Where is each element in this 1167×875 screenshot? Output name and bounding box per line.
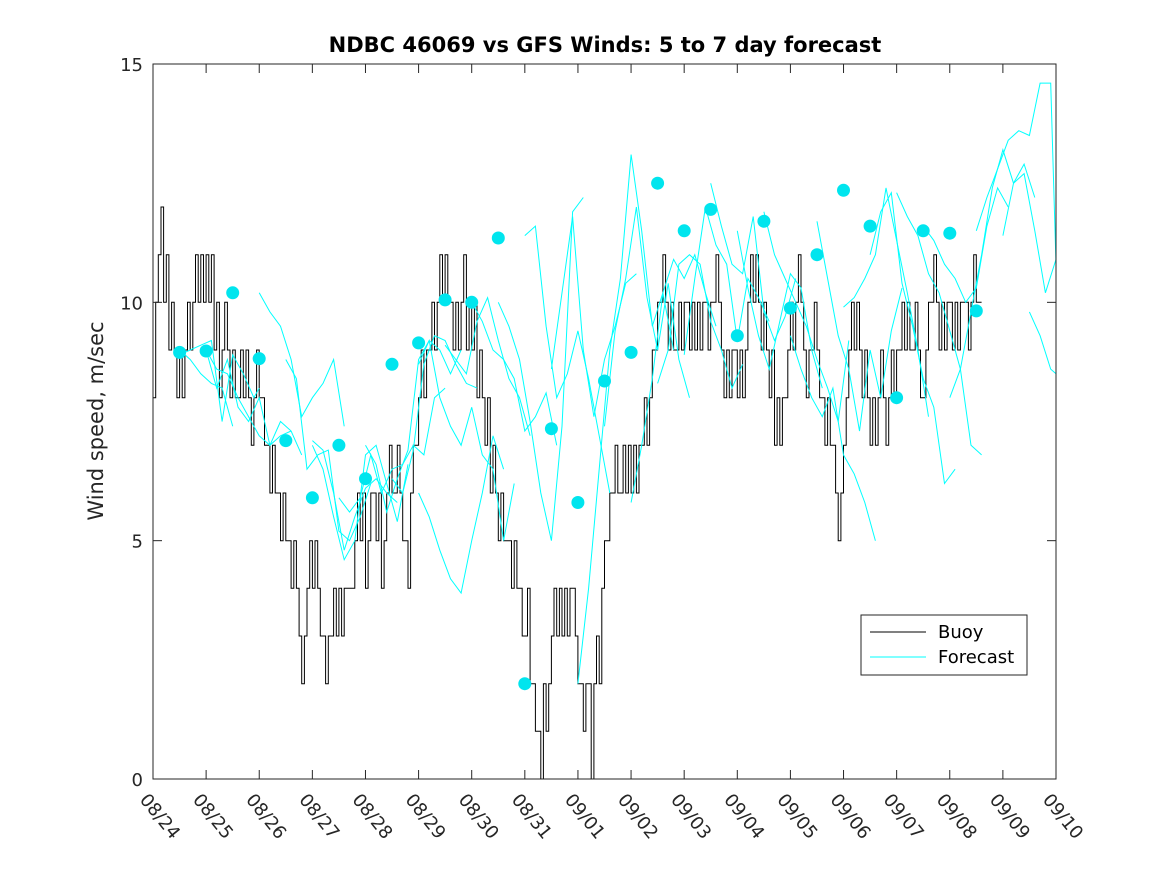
forecast-marker-29 (943, 226, 957, 240)
forecast-marker-13 (518, 677, 532, 691)
plot-area (153, 82, 1057, 780)
forecast-series-line-20 (630, 253, 717, 503)
forecast-series-line-4 (258, 292, 345, 427)
legend-buoy-label: Buoy (938, 622, 984, 643)
forecast-marker-8 (385, 357, 399, 371)
forecast-series-line-33 (975, 82, 1057, 265)
forecast-marker-25 (837, 183, 850, 197)
forecast-series-line-9 (365, 339, 462, 515)
forecast-marker-2 (226, 286, 240, 300)
forecast-marker-28 (916, 224, 930, 238)
forecast-marker-26 (863, 219, 877, 233)
forecast-series-line-3 (205, 349, 303, 456)
forecast-series-line-1 (179, 339, 260, 422)
legend-box (860, 614, 1028, 676)
forecast-series-line-25 (763, 211, 850, 422)
buoy-series-line (153, 206, 982, 780)
forecast-marker-1 (199, 344, 213, 358)
forecast-series-line-2 (205, 349, 292, 447)
forecast-series-line-29 (869, 191, 956, 485)
y-tick-label-2: 10 (120, 293, 143, 314)
forecast-series-line-12 (418, 338, 515, 541)
forecast-marker-19 (677, 224, 691, 238)
forecast-marker-9 (412, 336, 426, 350)
forecast-marker-11 (465, 295, 479, 309)
forecast-series-line-8 (338, 387, 446, 513)
forecast-marker-21 (730, 329, 744, 343)
forecast-series-line-14 (471, 302, 558, 446)
forecast-marker-15 (571, 496, 585, 509)
forecast-series-line-0 (179, 349, 234, 427)
forecast-series-line-18 (577, 154, 675, 684)
forecast-series-line-27 (816, 221, 903, 432)
legend-forecast-label: Forecast (938, 647, 1014, 668)
forecast-series-line-11 (418, 435, 505, 595)
forecast-series-line-19 (604, 206, 690, 427)
y-tick-label-0: 0 (132, 770, 143, 791)
forecast-marker-3 (252, 352, 266, 366)
y-tick-label-1: 5 (132, 532, 143, 553)
forecast-marker-30 (969, 304, 983, 318)
forecast-series-line-23 (710, 183, 797, 342)
forecast-marker-22 (757, 214, 771, 228)
chart-title: NDBC 46069 vs GFS Winds: 5 to 7 day fore… (329, 33, 882, 57)
forecast-marker-10 (438, 293, 452, 307)
forecast-series-line-30 (896, 192, 982, 456)
forecast-series-line-31 (922, 186, 1009, 304)
forecast-series-line-21 (657, 254, 744, 390)
forecast-marker-24 (810, 248, 824, 262)
forecast-series-line-24 (736, 230, 823, 389)
y-axis: 0 5 10 15 (120, 55, 1056, 791)
forecast-marker-17 (624, 345, 638, 359)
forecast-series-line-10 (391, 335, 478, 495)
forecast-series-line-16 (524, 225, 611, 494)
plot-frame (152, 63, 1057, 780)
forecast-series-line-32 (949, 148, 1036, 398)
forecast-marker-14 (544, 422, 558, 436)
forecast-marker-23 (783, 301, 797, 315)
forecast-marker-0 (173, 345, 187, 359)
forecast-marker-5 (305, 491, 319, 505)
forecast-marker-27 (890, 391, 904, 405)
forecast-marker-16 (598, 374, 611, 388)
forecast-marker-20 (704, 202, 718, 216)
y-axis-label: Wind speed, m/sec (84, 321, 108, 520)
forecast-series-line-26 (789, 335, 876, 541)
forecast-series-line-15 (497, 197, 584, 541)
forecast-series-line-35 (1028, 311, 1057, 375)
forecast-series-line-13 (444, 296, 531, 436)
forecast-marker-12 (491, 231, 505, 245)
forecast-series-line-34 (1002, 172, 1057, 293)
forecast-marker-4 (279, 434, 293, 448)
forecast-marker-18 (651, 176, 665, 190)
forecast-series-line-22 (683, 206, 770, 355)
forecast-series-line-28 (843, 187, 929, 417)
forecast-marker-7 (359, 472, 372, 486)
legend: Buoy Forecast (860, 614, 1028, 676)
y-tick-label-3: 15 (120, 55, 143, 76)
forecast-marker-6 (332, 438, 346, 452)
